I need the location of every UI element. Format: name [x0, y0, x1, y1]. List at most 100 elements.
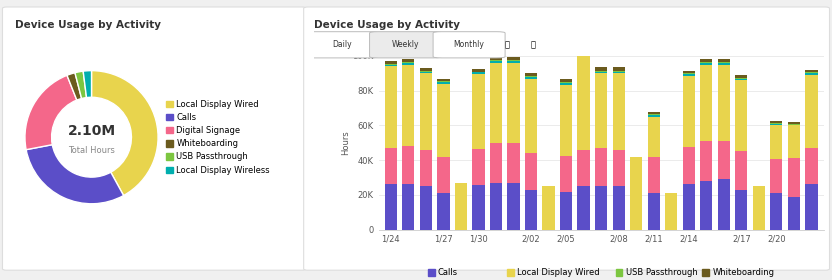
- Bar: [384, 185, 397, 230]
- Bar: [701, 181, 712, 230]
- Bar: [647, 114, 660, 115]
- Wedge shape: [26, 145, 124, 204]
- Bar: [788, 158, 800, 197]
- Bar: [682, 74, 695, 76]
- Bar: [577, 52, 590, 53]
- Bar: [612, 67, 625, 71]
- Text: Daily: Daily: [332, 40, 352, 49]
- Bar: [665, 193, 677, 230]
- Bar: [490, 183, 502, 230]
- Bar: [735, 79, 747, 80]
- Bar: [525, 76, 537, 77]
- Bar: [402, 65, 414, 146]
- Bar: [612, 150, 625, 186]
- Bar: [805, 185, 818, 230]
- Bar: [647, 115, 660, 117]
- Bar: [735, 151, 747, 190]
- Bar: [577, 186, 590, 230]
- Bar: [630, 157, 642, 230]
- Bar: [788, 124, 800, 125]
- Bar: [438, 79, 449, 81]
- Bar: [419, 150, 432, 186]
- Bar: [402, 185, 414, 230]
- Bar: [718, 179, 730, 230]
- Bar: [595, 186, 607, 230]
- Bar: [490, 143, 502, 183]
- Bar: [560, 80, 572, 82]
- Bar: [770, 122, 783, 123]
- Bar: [438, 81, 449, 82]
- Bar: [473, 74, 484, 149]
- Bar: [682, 184, 695, 230]
- Bar: [735, 80, 747, 151]
- Bar: [473, 72, 484, 73]
- Bar: [560, 192, 572, 230]
- Bar: [701, 62, 712, 63]
- Bar: [577, 53, 590, 54]
- Bar: [595, 67, 607, 71]
- Bar: [770, 123, 783, 124]
- Bar: [525, 153, 537, 190]
- Bar: [473, 69, 484, 72]
- Bar: [490, 60, 502, 61]
- Bar: [402, 63, 414, 65]
- Text: 📊: 📊: [530, 40, 535, 49]
- Bar: [402, 62, 414, 63]
- Text: Weekly: Weekly: [392, 40, 419, 49]
- Bar: [438, 84, 449, 157]
- Bar: [701, 63, 712, 65]
- Bar: [560, 82, 572, 83]
- Bar: [438, 157, 449, 193]
- Bar: [612, 72, 625, 73]
- Bar: [508, 61, 520, 63]
- Bar: [701, 65, 712, 141]
- Bar: [438, 193, 449, 230]
- Text: 2.10M: 2.10M: [67, 123, 116, 137]
- FancyBboxPatch shape: [369, 32, 442, 58]
- Bar: [419, 68, 432, 71]
- Bar: [402, 146, 414, 185]
- Bar: [490, 61, 502, 63]
- Text: Device Usage by Activity: Device Usage by Activity: [15, 20, 161, 30]
- Bar: [525, 79, 537, 153]
- Bar: [508, 57, 520, 60]
- Bar: [718, 141, 730, 179]
- Bar: [455, 183, 467, 230]
- Bar: [560, 83, 572, 85]
- Bar: [560, 85, 572, 156]
- Bar: [402, 59, 414, 62]
- Bar: [490, 57, 502, 60]
- Bar: [577, 48, 590, 52]
- Bar: [805, 70, 818, 73]
- Bar: [770, 193, 783, 230]
- Bar: [419, 186, 432, 230]
- Bar: [612, 186, 625, 230]
- Bar: [419, 72, 432, 73]
- Bar: [735, 190, 747, 230]
- Bar: [473, 73, 484, 74]
- Bar: [525, 190, 537, 230]
- Wedge shape: [75, 71, 87, 99]
- Bar: [701, 59, 712, 62]
- Bar: [735, 78, 747, 79]
- Bar: [577, 54, 590, 150]
- Bar: [612, 73, 625, 150]
- Bar: [612, 71, 625, 72]
- Bar: [805, 73, 818, 75]
- Bar: [753, 186, 765, 230]
- Bar: [508, 183, 520, 230]
- FancyBboxPatch shape: [306, 32, 378, 58]
- Legend: Local Display Wired, Calls, Digital Signage, Whiteboarding, USB Passthrough, Loc: Local Display Wired, Calls, Digital Sign…: [166, 100, 270, 175]
- Bar: [473, 185, 484, 230]
- Bar: [560, 156, 572, 192]
- Wedge shape: [92, 71, 158, 195]
- Bar: [525, 77, 537, 79]
- Bar: [770, 159, 783, 193]
- Bar: [595, 148, 607, 186]
- Bar: [473, 149, 484, 185]
- FancyBboxPatch shape: [433, 32, 505, 58]
- Bar: [595, 72, 607, 73]
- Bar: [384, 64, 397, 65]
- Bar: [718, 62, 730, 63]
- Bar: [788, 122, 800, 124]
